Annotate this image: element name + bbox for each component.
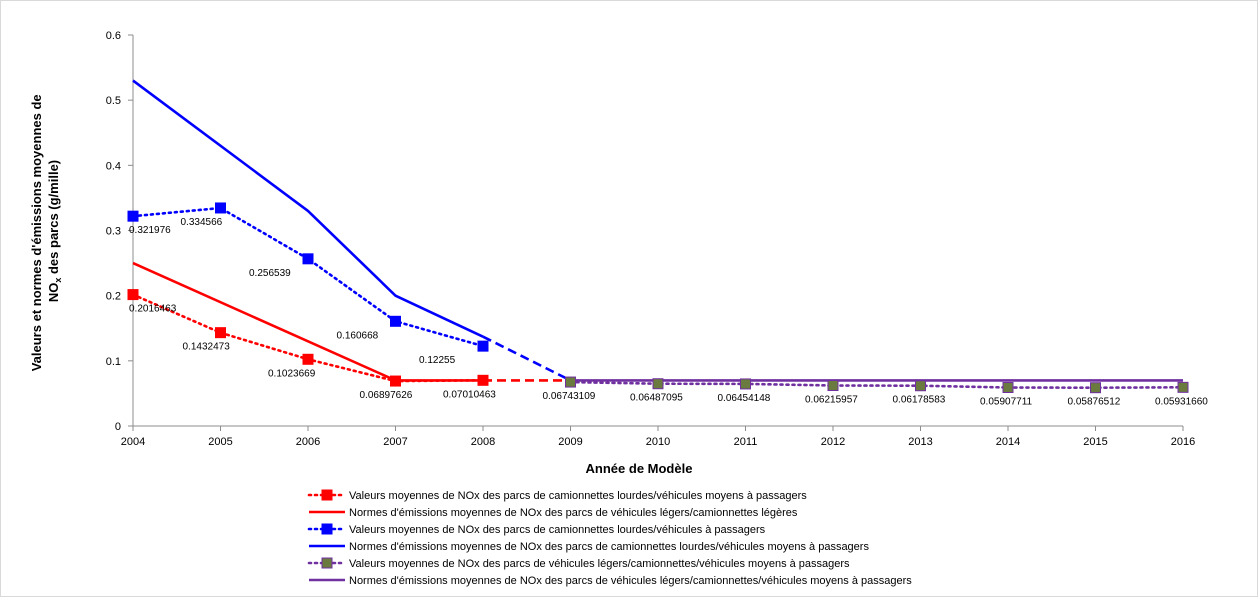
- x-tick-label: 2014: [996, 436, 1020, 448]
- y-axis-title-line1: Valeurs et normes d'émissions moyennes d…: [29, 94, 44, 371]
- legend-entry-label: Normes d'émissions moyennes de NOx des p…: [349, 541, 869, 553]
- x-tick-label: 2007: [383, 436, 407, 448]
- x-tick-label: 2012: [821, 436, 845, 448]
- data-label: 0.256539: [249, 268, 291, 279]
- y-axis-title-line2-post: des parcs (g/mille): [46, 160, 61, 278]
- data-label: 0.05931660: [1155, 396, 1208, 407]
- data-label: 0.06897626: [360, 390, 413, 401]
- data-label: 0.06487095: [630, 393, 683, 404]
- data-marker: [1177, 381, 1189, 393]
- data-marker: [1090, 382, 1101, 394]
- data-label: 0.12255: [419, 355, 456, 366]
- series-dashed-connector-3: [482, 335, 572, 382]
- y-axis-title-line2-pre: NO: [46, 283, 61, 303]
- y-tick-label: 0.3: [106, 226, 121, 238]
- series-line-3: [132, 79, 484, 338]
- data-marker: [477, 340, 489, 352]
- data-label: 0.1432473: [183, 342, 231, 353]
- legend-entry-label: Normes d'émissions moyennes de NOx des p…: [349, 575, 912, 587]
- data-marker: [302, 253, 314, 265]
- legend-swatch-marker: [321, 489, 333, 501]
- data-marker: [652, 378, 664, 390]
- data-marker: [215, 202, 226, 214]
- legend-swatch-marker: [321, 557, 333, 569]
- y-tick-label: 0.4: [106, 160, 121, 172]
- data-marker: [127, 210, 139, 222]
- y-axis-title: Valeurs et normes d'émissions moyennes d…: [29, 91, 63, 372]
- series-layer: [127, 79, 1189, 394]
- y-tick-label: 0.5: [106, 95, 121, 107]
- y-tick-label: 0.1: [106, 356, 121, 368]
- data-label: 0.05907711: [980, 397, 1033, 408]
- data-marker: [390, 375, 401, 387]
- x-tick-label: 2010: [646, 436, 670, 448]
- data-labels: 0.2016463 0.1432473 0.1023669 0.06897626 0.0…: [129, 217, 1208, 408]
- data-marker: [302, 353, 314, 365]
- data-marker: [127, 289, 139, 301]
- data-label: 0.05876512: [1068, 397, 1121, 408]
- data-marker: [215, 327, 226, 339]
- x-tick-label: 2009: [558, 436, 582, 448]
- data-label: 0.321976: [129, 225, 171, 236]
- y-tick-label: 0.6: [106, 30, 121, 42]
- x-tick-label: 2005: [208, 436, 232, 448]
- data-label: 0.334566: [181, 217, 223, 228]
- x-tick-label: 2004: [121, 436, 145, 448]
- data-label: 0.06454148: [718, 393, 771, 404]
- x-tick-label: 2006: [296, 436, 320, 448]
- x-tick-label: 2015: [1083, 436, 1107, 448]
- legend-entry-label: Valeurs moyennes de NOx des parcs de véh…: [349, 558, 850, 570]
- data-label: 0.1023669: [268, 368, 316, 379]
- x-axis-title: Année de Modèle: [586, 461, 693, 476]
- data-marker: [827, 379, 839, 391]
- legend: Valeurs moyennes de NOx des parcs de cam…: [307, 489, 912, 587]
- legend-swatch-marker: [321, 523, 333, 535]
- data-label: 0.07010463: [443, 389, 496, 400]
- data-label: 0.06178583: [893, 395, 946, 406]
- x-tick-label: 2008: [471, 436, 495, 448]
- legend-entry-label: Valeurs moyennes de NOx des parcs de cam…: [349, 524, 766, 536]
- series-dotted-line-4: [569, 380, 1185, 390]
- data-label: 0.2016463: [129, 304, 177, 315]
- y-tick-label: 0: [115, 421, 121, 433]
- legend-entry-label: Valeurs moyennes de NOx des parcs de cam…: [349, 490, 807, 502]
- data-marker: [915, 380, 926, 392]
- data-label: 0.06743109: [543, 391, 596, 402]
- data-marker: [740, 378, 751, 390]
- x-tick-label: 2016: [1171, 436, 1195, 448]
- axes: 0 0.1 0.2 0.3 0.4 0.5 0.6 2004 2005 2006 2007 2008 2…: [106, 30, 1196, 448]
- series-dotted-line-2: [131, 206, 485, 348]
- data-marker: [1002, 382, 1014, 394]
- y-tick-label: 0.2: [106, 291, 121, 303]
- data-marker: [477, 374, 489, 386]
- x-tick-label: 2011: [734, 436, 758, 448]
- y-axis-title-subscript: x: [53, 278, 63, 283]
- x-tick-label: 2013: [908, 436, 932, 448]
- data-marker: [565, 376, 576, 388]
- data-label: 0.06215957: [805, 394, 858, 405]
- data-label: 0.160668: [337, 330, 379, 341]
- data-marker: [390, 315, 401, 327]
- legend-entry-label: Normes d'émissions moyennes de NOx des p…: [349, 507, 798, 519]
